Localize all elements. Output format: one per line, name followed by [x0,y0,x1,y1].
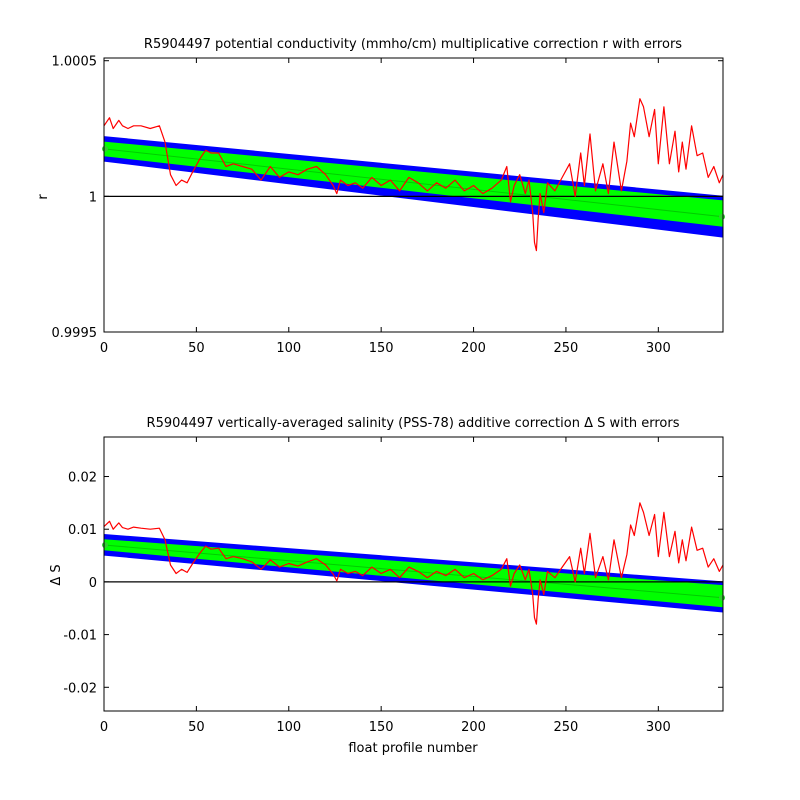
bottom-x-tick-label: 50 [188,720,205,735]
bottom-fit-line [104,544,723,599]
top-fit-end-marker [719,213,725,220]
top-inner-error-band [104,141,723,227]
bottom-fit-end-marker [719,594,725,601]
top-x-tick-label: 0 [100,341,108,356]
bottom-profile-series-line [104,502,723,625]
top-x-tick-label: 50 [188,341,205,356]
bottom-x-tick-label: 250 [554,720,579,735]
top-axes-frame [103,57,724,333]
top-x-tick-label: 250 [554,341,579,356]
top-y-tick-label: 1 [89,190,97,205]
top-fit-line [104,148,723,218]
bottom-fit-start-marker [102,542,108,549]
top-x-tick-label: 300 [646,341,671,356]
bottom-x-tick-label: 0 [100,720,108,735]
bottom-axes-frame [103,436,724,712]
top-chart-title: R5904497 potential conductivity (mmho/cm… [144,37,682,52]
bottom-x-tick-label: 300 [646,720,671,735]
top-y-tick-label: 1.0005 [52,55,98,70]
top-chart-ylabel: r [36,194,51,200]
bottom-y-tick-label: -0.02 [63,681,97,696]
bottom-chart-title: R5904497 vertically-averaged salinity (P… [147,416,680,431]
bottom-x-tick-label: 100 [276,720,301,735]
bottom-plot-area [104,502,723,625]
bottom-x-tick-label: 150 [369,720,394,735]
top-profile-series-line [104,98,723,252]
bottom-y-tick-label: 0.02 [68,471,97,486]
top-plot-area [104,98,723,252]
bottom-chart: R5904497 vertically-averaged salinity (P… [49,416,725,756]
bottom-y-tick-label: 0.01 [68,523,97,538]
top-x-tick-label: 100 [276,341,301,356]
bottom-x-tick-label: 200 [461,720,486,735]
top-y-tick-label: 0.9995 [52,326,98,341]
top-x-tick-label: 200 [461,341,486,356]
top-x-tick-label: 150 [369,341,394,356]
bottom-inner-error-band [104,539,723,608]
top-fit-start-marker [102,145,108,152]
bottom-chart-xlabel: float profile number [348,741,478,756]
bottom-chart-ylabel: Δ S [49,564,64,585]
bottom-y-tick-label: 0 [89,576,97,591]
top-chart: R5904497 potential conductivity (mmho/cm… [36,37,725,356]
bottom-y-tick-label: -0.01 [63,629,97,644]
